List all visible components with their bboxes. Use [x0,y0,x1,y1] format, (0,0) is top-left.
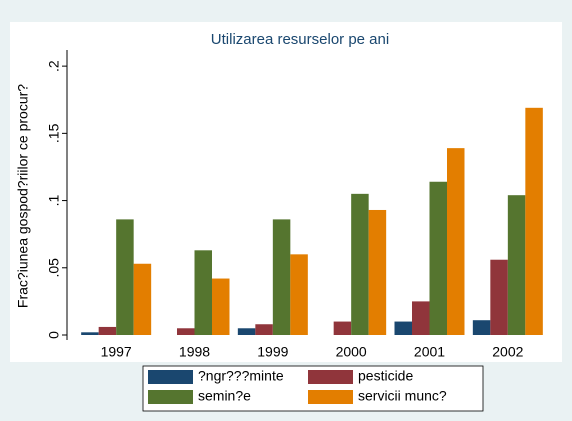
legend-label: semin?e [198,388,251,404]
legend-key [148,390,193,404]
legend-key [148,370,193,384]
bar [368,209,387,335]
bar [133,263,152,335]
bar [412,301,430,335]
bar [429,181,447,335]
y-tick-label: .1 [46,195,62,207]
legend-key [308,370,353,384]
x-tick-label: 2000 [336,344,367,360]
bar [507,195,526,335]
y-tick-label: 0 [46,331,62,339]
y-axis-label: Frac?iunea gospod?riilor ce procur? [15,84,31,308]
bar [447,148,465,335]
y-tick-label: .2 [46,60,62,72]
bar [351,193,369,335]
bar [255,324,273,335]
legend-label: servicii munc? [358,388,447,404]
bar [212,278,230,335]
bar [525,107,543,335]
x-tick-label: 1999 [257,344,288,360]
x-tick-label: 1997 [101,344,132,360]
bar [237,328,256,335]
legend-label: pesticide [358,368,413,384]
bar [98,326,117,335]
bar [194,250,212,335]
x-tick-label: 1998 [179,344,210,360]
bar [81,332,99,335]
x-tick-label: 2001 [414,344,445,360]
bar [116,219,134,335]
bar [290,254,308,335]
bar [472,320,491,335]
bar [490,259,508,335]
x-tick-label: 2002 [492,344,523,360]
y-tick-label: .05 [46,258,62,278]
bar [272,219,291,335]
bar [177,328,195,335]
y-tick-label: .15 [46,123,62,143]
legend-key [308,390,353,404]
bar [333,321,352,335]
bar [394,321,412,335]
legend-label: ?ngr???minte [198,368,284,384]
chart-title: Utilizarea resurselor pe ani [211,31,389,48]
